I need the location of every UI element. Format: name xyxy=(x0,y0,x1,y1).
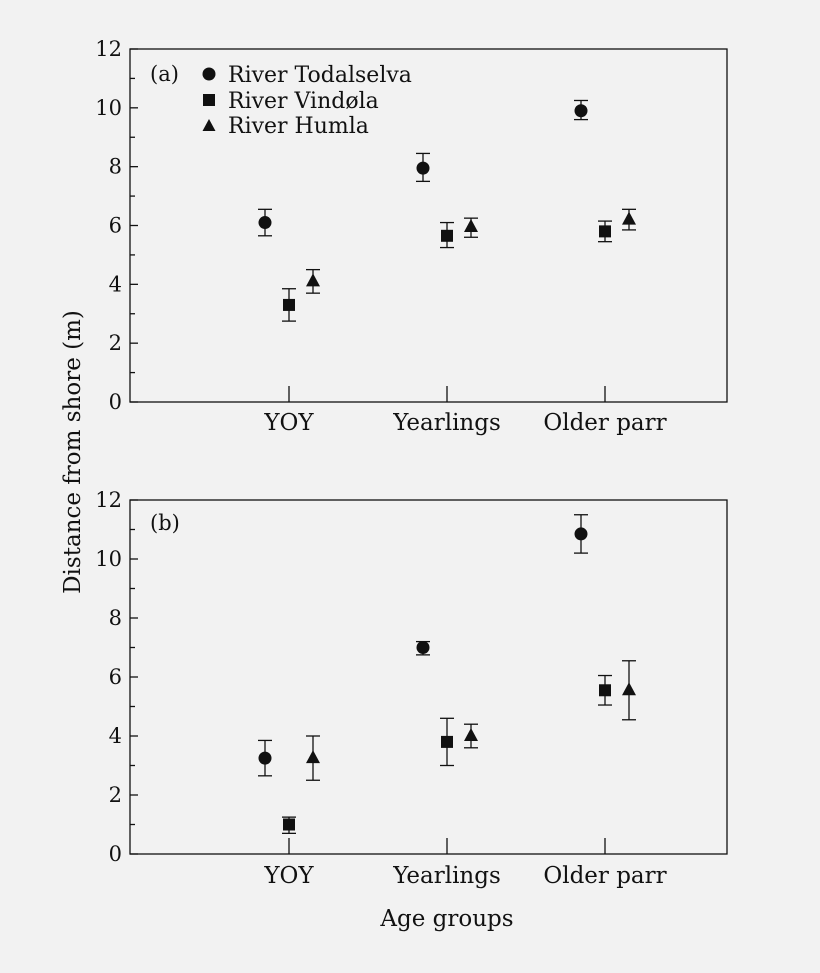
circle-marker xyxy=(574,104,588,118)
circle-marker xyxy=(416,641,430,654)
triangle-marker xyxy=(622,682,636,696)
data-point-circle xyxy=(574,99,588,121)
x-axis-title: Age groups xyxy=(379,906,513,932)
y-axis-title: Distance from shore (m) xyxy=(60,310,86,594)
y-tick-label: 4 xyxy=(109,272,122,296)
circle-marker xyxy=(574,527,588,541)
circle-marker xyxy=(416,161,430,175)
y-tick-label: 6 xyxy=(109,665,122,689)
data-point-square xyxy=(440,717,454,767)
x-tick-label: Older parr xyxy=(543,410,666,436)
y-tick-label: 8 xyxy=(109,155,122,179)
panel-b-y-axis: 0 2 4 6 8 10 12 xyxy=(95,488,138,866)
legend-label-vindola: River Vindøla xyxy=(228,89,379,114)
square-marker xyxy=(283,298,295,311)
panel-a-frame xyxy=(129,48,728,403)
legend-item-vindola: River Vindøla xyxy=(203,89,379,114)
data-point-circle xyxy=(574,514,588,554)
panel-a-tag: (a) xyxy=(150,62,179,86)
y-tick-label: 8 xyxy=(109,606,122,630)
y-tick-label: 0 xyxy=(109,390,122,414)
y-tick-label: 10 xyxy=(95,96,122,120)
panel-a: (a) 0 2 4 6 8 10 12 YOY Yearlings Older parr Riv… xyxy=(95,37,728,436)
triangle-marker xyxy=(622,211,636,225)
data-point-triangle xyxy=(306,268,320,294)
data-point-circle xyxy=(416,152,430,183)
data-point-circle xyxy=(416,640,430,656)
square-marker xyxy=(441,735,453,748)
data-point-triangle xyxy=(464,723,478,749)
panel-b: (b) 0 2 4 6 8 10 12 YOY Yearlings Older parr xyxy=(95,488,728,889)
data-point-circle xyxy=(258,739,272,777)
data-point-square xyxy=(598,674,612,706)
data-point-square xyxy=(282,816,296,834)
triangle-marker xyxy=(306,273,320,287)
x-tick-label: YOY xyxy=(263,863,314,889)
y-tick-label: 6 xyxy=(109,214,122,238)
legend-label-todalselva: River Todalselva xyxy=(228,63,412,88)
circle-marker xyxy=(258,751,272,765)
x-tick-label: Older parr xyxy=(543,863,666,889)
panel-b-tag: (b) xyxy=(150,511,180,535)
y-tick-label: 12 xyxy=(95,488,122,512)
y-tick-label: 10 xyxy=(95,547,122,571)
y-tick-label: 12 xyxy=(95,37,122,61)
legend-circle-marker xyxy=(202,67,216,81)
triangle-marker xyxy=(464,218,478,232)
panel-b-x-axis: YOY Yearlings Older parr xyxy=(263,838,667,889)
data-point-triangle xyxy=(622,208,636,231)
data-point-square xyxy=(440,221,454,249)
legend-item-humla: River Humla xyxy=(202,114,369,139)
panel-a-x-axis: YOY Yearlings Older parr xyxy=(263,386,667,436)
panel-b-frame xyxy=(129,499,728,855)
square-marker xyxy=(599,684,611,697)
data-point-triangle xyxy=(306,735,320,781)
data-point-triangle xyxy=(464,217,478,238)
data-point-circle xyxy=(258,208,272,237)
data-point-square xyxy=(598,220,612,243)
panel-b-marks xyxy=(258,514,636,834)
legend-label-humla: River Humla xyxy=(228,114,369,139)
x-tick-label: Yearlings xyxy=(392,410,501,436)
y-tick-label: 2 xyxy=(109,331,122,355)
panel-a-marks xyxy=(258,99,636,322)
x-tick-label: YOY xyxy=(263,410,314,436)
y-tick-label: 0 xyxy=(109,842,122,866)
legend-square-marker xyxy=(203,94,215,106)
panel-a-y-axis: 0 2 4 6 8 10 12 xyxy=(95,37,138,414)
square-marker xyxy=(599,225,611,238)
triangle-marker xyxy=(464,728,478,741)
data-point-square xyxy=(282,288,296,322)
x-tick-label: Yearlings xyxy=(392,863,501,889)
y-tick-label: 2 xyxy=(109,783,122,807)
legend: River Todalselva River Vindøla River Hum… xyxy=(202,63,412,139)
triangle-marker xyxy=(306,750,320,764)
circle-marker xyxy=(258,216,272,230)
square-marker xyxy=(283,818,295,831)
legend-triangle-marker xyxy=(202,119,216,131)
square-marker xyxy=(441,229,453,242)
y-tick-label: 4 xyxy=(109,724,122,748)
data-point-triangle xyxy=(622,660,636,721)
legend-item-todalselva: River Todalselva xyxy=(202,63,412,88)
